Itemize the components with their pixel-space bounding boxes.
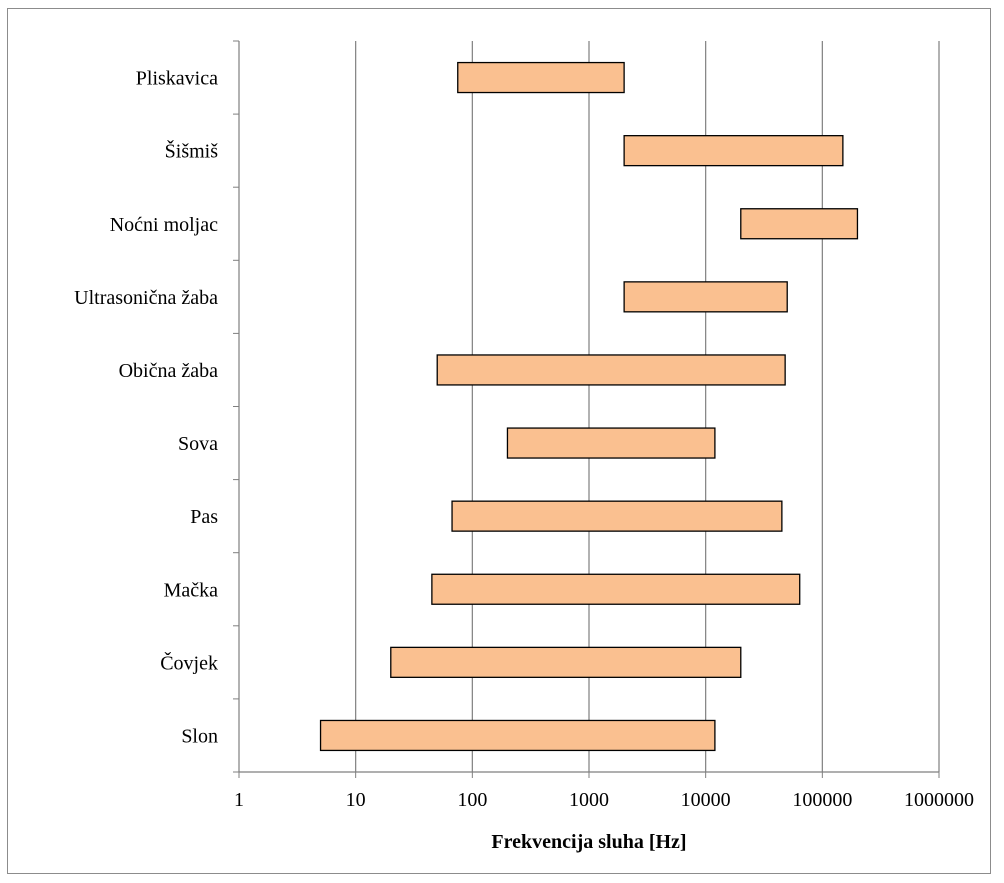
x-tick-label: 100 bbox=[457, 789, 487, 811]
category-label: Obična žaba bbox=[119, 360, 219, 382]
x-tick-label: 1000 bbox=[569, 789, 609, 811]
range-bar bbox=[431, 573, 801, 605]
range-bar bbox=[740, 208, 859, 240]
x-tick-label: 1000000 bbox=[904, 789, 974, 811]
range-bar bbox=[623, 281, 788, 313]
range-bar bbox=[457, 61, 625, 94]
bars bbox=[319, 61, 859, 752]
range-bar bbox=[623, 135, 844, 167]
category-label: Noćni moljac bbox=[110, 214, 218, 236]
range-bar bbox=[506, 427, 716, 459]
x-tick-labels: 1 10 100 1000 10000 100000 1000000 bbox=[234, 789, 974, 811]
x-tick-label: 10000 bbox=[681, 789, 731, 811]
x-axis-title: Frekvencija sluha [Hz] bbox=[491, 831, 686, 853]
x-tick-label: 100000 bbox=[792, 789, 852, 811]
category-label: Ultrasonična žaba bbox=[74, 287, 218, 309]
category-label: Sova bbox=[178, 433, 218, 455]
category-label: Mačka bbox=[164, 579, 219, 601]
range-bar bbox=[451, 500, 783, 532]
x-tick-label: 10 bbox=[346, 789, 366, 811]
category-label: Slon bbox=[181, 725, 218, 747]
category-label: Čovjek bbox=[160, 650, 218, 674]
range-bar bbox=[319, 719, 716, 752]
category-label: Pas bbox=[190, 506, 218, 528]
range-bar bbox=[390, 646, 742, 678]
x-tick-label: 1 bbox=[234, 789, 244, 811]
category-label: Pliskavica bbox=[136, 68, 218, 90]
axes bbox=[233, 40, 940, 778]
range-bar bbox=[436, 354, 786, 386]
category-label: Šišmiš bbox=[165, 139, 219, 163]
category-labels: Pliskavica Šišmiš Noćni moljac Ultrasonična… bbox=[74, 68, 218, 748]
